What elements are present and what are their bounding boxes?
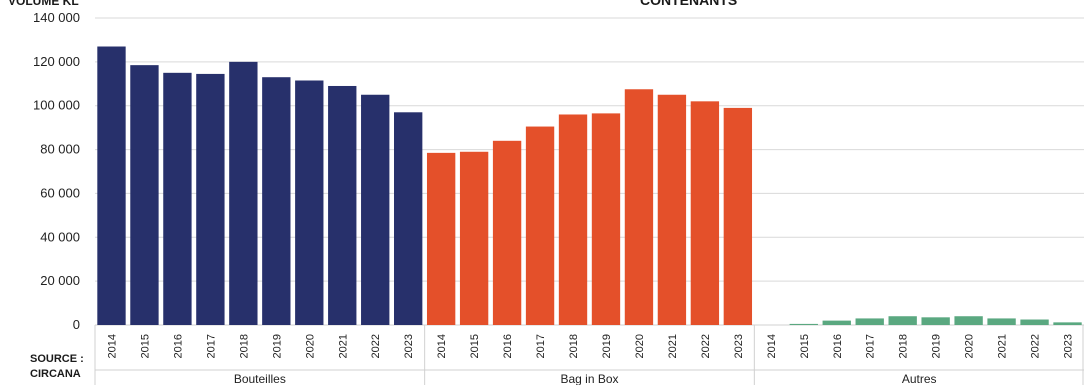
y-tick-label: 0 — [73, 317, 80, 332]
bar-bouteilles-2022 — [361, 94, 390, 325]
x-tick-label: 2016 — [832, 334, 844, 358]
bar-bouteilles-2015 — [130, 65, 159, 326]
bar-bouteilles-2019 — [262, 77, 291, 325]
bar-autres-2016 — [822, 320, 851, 325]
x-tick-label: 2018 — [568, 334, 580, 358]
x-tick-label: 2016 — [172, 334, 184, 358]
y-axis-title: VOLUME KL — [8, 0, 79, 8]
bar-autres-2021 — [987, 318, 1016, 325]
x-tick-label: 2022 — [700, 334, 712, 358]
y-tick-label: 80 000 — [40, 142, 80, 157]
x-tick-label: 2017 — [205, 334, 217, 358]
bar-autres-2020 — [954, 316, 983, 325]
x-tick-label: 2017 — [535, 334, 547, 358]
bar-autres-2023 — [1053, 322, 1082, 325]
x-tick-label: 2015 — [469, 334, 481, 358]
y-tick-label: 40 000 — [40, 229, 80, 244]
bar-autres-2018 — [888, 316, 917, 325]
bar-bag-in-box-2020 — [624, 89, 654, 326]
x-tick-label: 2021 — [997, 334, 1009, 358]
y-tick-label: 120 000 — [33, 54, 80, 69]
x-tick-label: 2020 — [964, 334, 976, 358]
x-tick-label: 2014 — [106, 334, 118, 358]
y-tick-label: 20 000 — [40, 273, 80, 288]
bar-autres-2019 — [921, 317, 950, 325]
bar-bouteilles-2017 — [196, 73, 225, 326]
source-note: SOURCE : CIRCANA — [30, 352, 90, 382]
bar-bag-in-box-2022 — [690, 101, 720, 325]
bar-bag-in-box-2017 — [525, 126, 555, 326]
source-label: SOURCE : — [30, 353, 84, 365]
group-label: Autres — [902, 372, 937, 385]
bar-bag-in-box-2019 — [591, 113, 621, 325]
bar-autres-2015 — [789, 323, 818, 325]
x-tick-label: 2014 — [436, 334, 448, 358]
x-tick-label: 2020 — [634, 334, 646, 358]
bar-autres-2017 — [855, 318, 884, 325]
x-tick-label: 2019 — [601, 334, 613, 358]
x-tick-label: 2022 — [370, 334, 382, 358]
x-tick-label: 2015 — [139, 334, 151, 358]
x-tick-label: 2023 — [1063, 334, 1075, 358]
x-tick-label: 2019 — [931, 334, 943, 358]
x-tick-label: 2016 — [502, 334, 514, 358]
chart-title: CONTENANTS — [640, 0, 738, 8]
x-tick-label: 2019 — [271, 334, 283, 358]
source-value: CIRCANA — [30, 368, 81, 380]
y-tick-label: 140 000 — [33, 10, 80, 25]
x-tick-label: 2014 — [766, 334, 778, 358]
x-tick-label: 2017 — [865, 334, 877, 358]
bar-bag-in-box-2018 — [558, 114, 588, 325]
bar-bouteilles-2023 — [394, 112, 423, 326]
x-tick-label: 2018 — [238, 334, 250, 358]
x-tick-label: 2023 — [733, 334, 745, 358]
y-tick-label: 60 000 — [40, 185, 80, 200]
bar-bouteilles-2014 — [97, 46, 126, 325]
x-tick-label: 2023 — [403, 334, 415, 358]
bar-bouteilles-2018 — [229, 61, 258, 325]
bar-bag-in-box-2021 — [657, 94, 687, 325]
x-tick-label: 2021 — [667, 334, 679, 358]
bar-bag-in-box-2016 — [492, 140, 522, 325]
y-tick-label: 100 000 — [33, 98, 80, 113]
bar-autres-2022 — [1020, 319, 1049, 325]
bar-bouteilles-2021 — [328, 85, 357, 325]
x-tick-label: 2015 — [799, 334, 811, 358]
bar-bouteilles-2016 — [163, 72, 192, 325]
bar-bag-in-box-2015 — [459, 151, 489, 325]
bar-bouteilles-2020 — [295, 80, 324, 325]
group-label: Bouteilles — [234, 372, 286, 385]
group-label: Bag in Box — [560, 372, 618, 385]
x-tick-label: 2021 — [337, 334, 349, 358]
bar-bag-in-box-2023 — [723, 107, 753, 326]
x-tick-label: 2020 — [304, 334, 316, 358]
bar-bag-in-box-2014 — [426, 152, 456, 325]
x-tick-label: 2018 — [898, 334, 910, 358]
x-tick-label: 2022 — [1030, 334, 1042, 358]
